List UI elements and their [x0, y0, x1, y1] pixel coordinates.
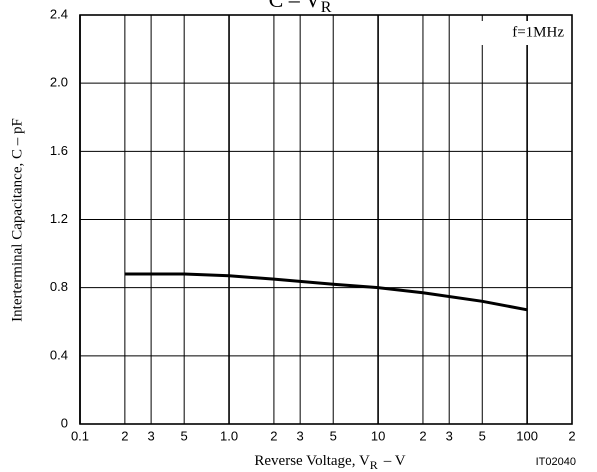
y-tick-label: 0.8	[50, 279, 68, 294]
x-tick-label: 1.0	[220, 428, 238, 443]
plot-frame	[79, 14, 573, 425]
x-tick-label: 5	[479, 428, 486, 443]
x-tick-label: 3	[297, 428, 304, 443]
x-tick-label: 0.1	[71, 428, 89, 443]
y-tick-label: 0.4	[50, 347, 68, 362]
y-tick-label: 2.4	[50, 6, 68, 21]
x-tick-label: 2	[568, 428, 575, 443]
y-tick-label: 1.6	[50, 143, 68, 158]
y-tick-label: 0	[61, 415, 68, 430]
x-tick-label: 10	[371, 428, 385, 443]
annotation-box	[480, 21, 568, 45]
x-tick-label: 3	[446, 428, 453, 443]
annotation: f=1MHz	[512, 24, 564, 40]
x-tick-label: 2	[270, 428, 277, 443]
x-tick-label: 3	[147, 428, 154, 443]
x-tick-label: 5	[181, 428, 188, 443]
y-axis-label: Interterminal Capacitance, C – pF	[9, 118, 25, 322]
x-tick-label: 100	[516, 428, 538, 443]
chart-title: C – VR	[269, 0, 332, 16]
y-tick-label: 2.0	[50, 75, 68, 90]
x-tick-label: 2	[419, 428, 426, 443]
figure-id: IT02040	[536, 456, 576, 468]
data-line	[124, 272, 528, 312]
x-tick-label: 2	[121, 428, 128, 443]
y-tick-label: 1.2	[50, 211, 68, 226]
x-axis-label: Reverse Voltage, VR – V	[254, 453, 405, 471]
x-tick-label: 5	[330, 428, 337, 443]
